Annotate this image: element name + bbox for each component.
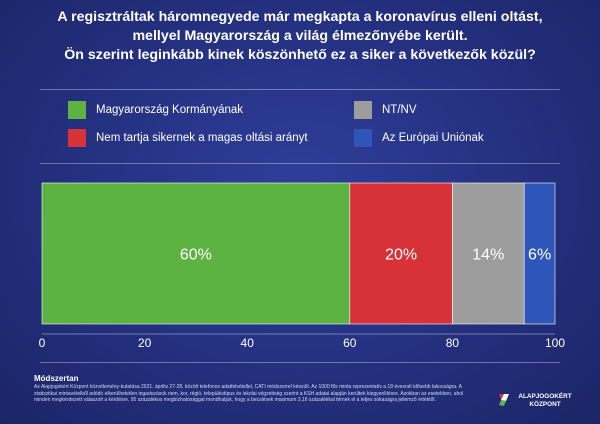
legend-item-nem-siker: Nem tartja sikernek a magas oltási arány… [68,128,308,148]
legend-item-eu: Az Európai Uniónak [354,128,484,148]
legend-swatch-eu [354,129,372,147]
bar-label-kormany: 60% [180,247,212,264]
bar-segment-kormany [41,182,351,325]
logo-text: ALAPJOGOKÉRT KÖZPONT [514,393,576,409]
logo-mark-icon [499,394,509,406]
legend-swatch-kormany [68,101,86,119]
legend: Magyarország Kormányának NT/NV Nem tartj… [68,100,568,152]
legend-swatch-nem-siker [68,129,86,147]
methodology-heading: Módszertan [34,374,79,383]
footer-divider [40,362,560,363]
bar-label-nem-siker: 20% [385,247,417,264]
logo-line-2: KÖZPONT [529,401,561,408]
x-tick-label: 100 [545,336,565,350]
title-line-3: Ön szerint leginkább kinek köszönhető ez… [64,47,536,63]
legend-label-kormany: Magyarország Kormányának [96,104,244,116]
x-tick-label: 40 [241,336,255,350]
chart-title: A regisztráltak háromnegyede már megkapt… [20,8,580,65]
bar-group [41,182,556,325]
x-tick-label: 80 [446,336,460,350]
x-tick-label: 20 [138,336,152,350]
logo-line-1: ALAPJOGOKÉRT [518,393,572,400]
bar-label-ntnv: 14% [472,247,504,264]
bar-label-group: 60% 20% 14% 6% [180,247,551,264]
legend-label-nem-siker: Nem tartja sikernek a magas oltási arány… [96,132,308,144]
x-tick-label: 0 [39,336,46,350]
bar-segment-nem-siker [349,182,453,325]
bar-label-eu: 6% [528,247,551,264]
legend-swatch-ntnv [354,101,372,119]
bar-segment-eu [523,182,556,325]
legend-item-ntnv: NT/NV [354,100,417,120]
logo: ALAPJOGOKÉRT KÖZPONT [496,390,576,418]
legend-top-divider [40,89,560,90]
legend-label-ntnv: NT/NV [382,104,417,116]
methodology-text: Az Alapjogokért Központ közvélemény-kuta… [34,384,464,404]
title-line-2: mellyel Magyarország a világ élmezőnyébe… [132,28,468,44]
x-tick-label: 60 [343,336,357,350]
title-line-1: A regisztráltak háromnegyede már megkapt… [57,9,543,25]
legend-bottom-divider [40,163,560,164]
x-axis: 0 20 40 60 80 100 [39,333,565,350]
legend-item-kormany: Magyarország Kormányának [68,100,243,120]
bar-segment-ntnv [452,182,525,325]
legend-label-eu: Az Európai Uniónak [382,132,484,144]
